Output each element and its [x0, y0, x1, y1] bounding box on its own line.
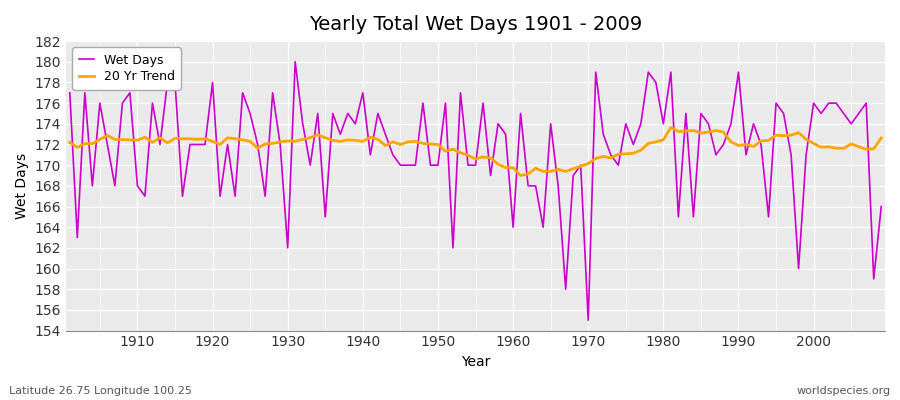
- 20 Yr Trend: [124, 138, 135, 142]
- 20 Yr Trend: [515, 173, 526, 178]
- Wet Days: [290, 59, 301, 64]
- Text: Latitude 26.75 Longitude 100.25: Latitude 26.75 Longitude 100.25: [9, 386, 192, 396]
- Wet Days: [876, 204, 886, 209]
- Wet Days: [613, 163, 624, 168]
- 20 Yr Trend: [65, 140, 76, 145]
- Y-axis label: Wet Days: Wet Days: [15, 153, 29, 219]
- X-axis label: Year: Year: [461, 355, 491, 369]
- Wet Days: [508, 225, 518, 230]
- 20 Yr Trend: [665, 125, 676, 130]
- 20 Yr Trend: [500, 165, 511, 170]
- Line: 20 Yr Trend: 20 Yr Trend: [70, 128, 881, 176]
- Wet Days: [297, 122, 308, 126]
- Title: Yearly Total Wet Days 1901 - 2009: Yearly Total Wet Days 1901 - 2009: [309, 15, 642, 34]
- 20 Yr Trend: [335, 139, 346, 144]
- Wet Days: [124, 90, 135, 95]
- Text: worldspecies.org: worldspecies.org: [796, 386, 891, 396]
- Legend: Wet Days, 20 Yr Trend: Wet Days, 20 Yr Trend: [72, 47, 181, 90]
- Wet Days: [65, 90, 76, 95]
- 20 Yr Trend: [508, 165, 518, 170]
- Wet Days: [515, 111, 526, 116]
- 20 Yr Trend: [290, 139, 301, 144]
- Wet Days: [583, 318, 594, 323]
- 20 Yr Trend: [876, 136, 886, 140]
- 20 Yr Trend: [606, 156, 616, 160]
- Wet Days: [342, 111, 353, 116]
- Line: Wet Days: Wet Days: [70, 62, 881, 320]
